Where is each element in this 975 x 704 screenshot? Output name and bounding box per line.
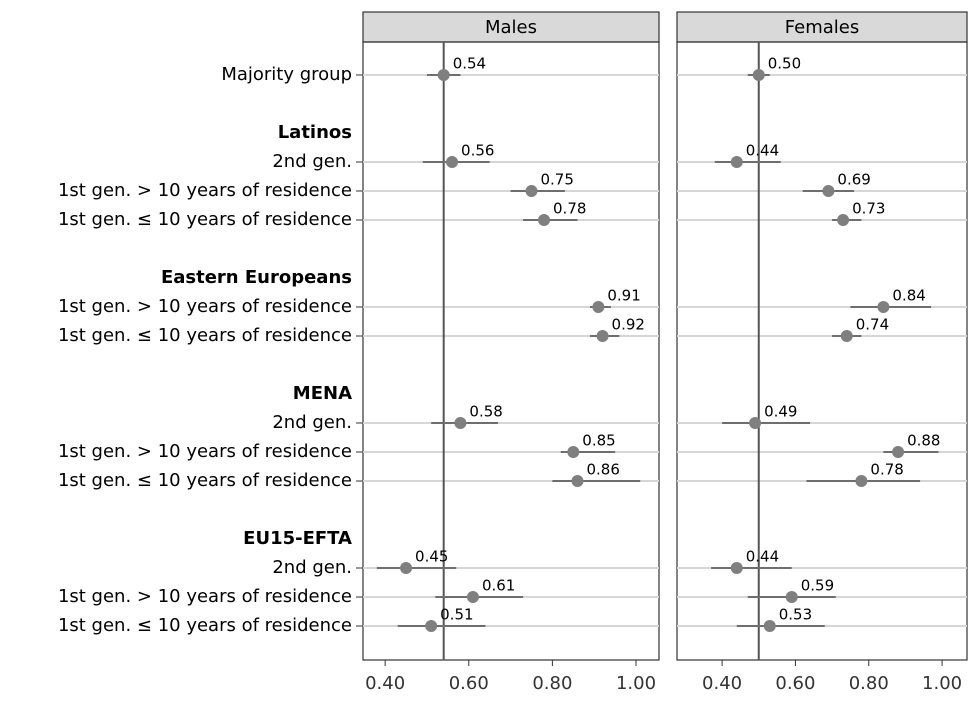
panel bbox=[676, 41, 968, 661]
point bbox=[785, 591, 798, 603]
category-label: 1st gen. ≤ 10 years of residence bbox=[58, 470, 352, 491]
point bbox=[877, 301, 890, 313]
value-label: 0.69 bbox=[837, 171, 870, 189]
point bbox=[822, 185, 835, 197]
point bbox=[567, 446, 580, 458]
x-tick-label: 0.40 bbox=[365, 673, 405, 694]
point bbox=[425, 620, 438, 632]
category-label: 1st gen. ≤ 10 years of residence bbox=[58, 325, 352, 346]
point bbox=[466, 591, 479, 603]
group-label: Latinos bbox=[278, 122, 352, 143]
value-label: 0.59 bbox=[801, 577, 834, 595]
value-label: 0.78 bbox=[553, 200, 586, 218]
category-label: 2nd gen. bbox=[272, 151, 352, 172]
category-label: Majority group bbox=[221, 64, 352, 85]
point bbox=[892, 446, 905, 458]
value-label: 0.85 bbox=[582, 432, 615, 450]
point bbox=[752, 69, 765, 81]
facet-title: Females bbox=[785, 17, 859, 38]
value-label: 0.50 bbox=[768, 55, 801, 73]
strip bbox=[362, 11, 660, 43]
x-tick-label: 0.60 bbox=[775, 673, 815, 694]
value-label: 0.86 bbox=[586, 461, 619, 479]
point bbox=[749, 417, 762, 429]
value-label: 0.49 bbox=[764, 403, 797, 421]
point bbox=[400, 562, 413, 574]
strip bbox=[676, 11, 968, 43]
value-label: 0.44 bbox=[746, 548, 779, 566]
point bbox=[730, 562, 743, 574]
point bbox=[437, 69, 450, 81]
facet-title: Males bbox=[485, 17, 537, 38]
point bbox=[571, 475, 584, 487]
x-tick-label: 1.00 bbox=[922, 673, 962, 694]
x-tick-label: 1.00 bbox=[616, 673, 656, 694]
value-label: 0.53 bbox=[779, 606, 812, 624]
group-label: MENA bbox=[293, 383, 352, 404]
x-tick-label: 0.80 bbox=[532, 673, 572, 694]
point bbox=[592, 301, 605, 313]
point bbox=[596, 330, 609, 342]
category-label: 2nd gen. bbox=[272, 412, 352, 433]
category-label: 2nd gen. bbox=[272, 557, 352, 578]
value-label: 0.58 bbox=[469, 403, 502, 421]
value-label: 0.54 bbox=[453, 55, 486, 73]
value-label: 0.74 bbox=[856, 316, 889, 334]
category-label: 1st gen. > 10 years of residence bbox=[58, 296, 352, 317]
x-tick-label: 0.60 bbox=[449, 673, 489, 694]
value-label: 0.78 bbox=[870, 461, 903, 479]
category-label: 1st gen. > 10 years of residence bbox=[58, 441, 352, 462]
point bbox=[837, 214, 850, 226]
point bbox=[538, 214, 551, 226]
x-tick-label: 0.40 bbox=[702, 673, 742, 694]
category-label: 1st gen. > 10 years of residence bbox=[58, 586, 352, 607]
point bbox=[730, 156, 743, 168]
category-label: 1st gen. ≤ 10 years of residence bbox=[58, 209, 352, 230]
value-label: 0.73 bbox=[852, 200, 885, 218]
value-label: 0.75 bbox=[540, 171, 573, 189]
value-label: 0.44 bbox=[746, 142, 779, 160]
point bbox=[525, 185, 538, 197]
point bbox=[763, 620, 776, 632]
value-label: 0.92 bbox=[612, 316, 645, 334]
point bbox=[855, 475, 868, 487]
group-label: EU15-EFTA bbox=[243, 528, 352, 549]
value-label: 0.88 bbox=[907, 432, 940, 450]
value-label: 0.45 bbox=[415, 548, 448, 566]
x-tick-label: 0.80 bbox=[849, 673, 889, 694]
panel bbox=[362, 41, 660, 661]
value-label: 0.91 bbox=[607, 287, 640, 305]
point bbox=[446, 156, 459, 168]
value-label: 0.61 bbox=[482, 577, 515, 595]
group-label: Eastern Europeans bbox=[161, 267, 352, 288]
point bbox=[840, 330, 853, 342]
category-label: 1st gen. > 10 years of residence bbox=[58, 180, 352, 201]
value-label: 0.56 bbox=[461, 142, 494, 160]
value-label: 0.84 bbox=[892, 287, 925, 305]
value-label: 0.51 bbox=[440, 606, 473, 624]
point bbox=[454, 417, 467, 429]
category-label: 1st gen. ≤ 10 years of residence bbox=[58, 615, 352, 636]
